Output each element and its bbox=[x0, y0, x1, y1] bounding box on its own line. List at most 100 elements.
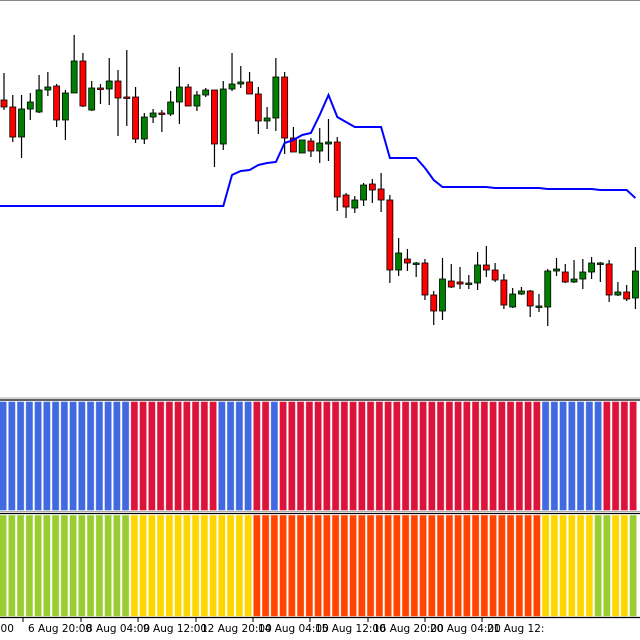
candle bbox=[61, 90, 69, 140]
candle-body bbox=[605, 263, 613, 296]
candle-body bbox=[351, 199, 359, 209]
histogram-bar-orange bbox=[296, 514, 305, 617]
candle bbox=[281, 72, 289, 154]
histogram-bar-blue bbox=[34, 401, 43, 511]
histogram-bar-red bbox=[322, 401, 331, 511]
histogram-bar-blue bbox=[559, 401, 568, 511]
histogram-bar-orange bbox=[252, 514, 261, 617]
candle bbox=[167, 91, 175, 116]
histogram-bar-orange bbox=[287, 514, 296, 617]
candle bbox=[605, 260, 613, 302]
histogram-bar-blue bbox=[104, 401, 113, 511]
candle-body bbox=[0, 99, 8, 108]
histogram-bar-green bbox=[16, 514, 25, 617]
candle bbox=[430, 291, 438, 325]
histogram-bar-red bbox=[174, 401, 183, 511]
candle-body bbox=[395, 252, 403, 271]
candle-body bbox=[246, 81, 253, 95]
candle bbox=[491, 263, 499, 282]
histogram-bar-orange bbox=[497, 514, 506, 617]
candle-body bbox=[281, 76, 289, 139]
x-tick-label: 6 Aug 20:00 bbox=[28, 623, 92, 635]
histogram-bar-yellow bbox=[576, 514, 585, 617]
candle bbox=[447, 264, 455, 288]
candle-body bbox=[211, 89, 218, 145]
candle-body bbox=[316, 142, 324, 152]
candle bbox=[18, 95, 25, 158]
candle bbox=[53, 84, 61, 127]
histogram-bar-yellow bbox=[235, 514, 244, 617]
histogram-bar-orange bbox=[314, 514, 323, 617]
candle-body bbox=[61, 92, 69, 121]
histogram-bar-blue bbox=[51, 401, 60, 511]
histogram-bar-green bbox=[602, 514, 611, 617]
histogram-bar-red bbox=[279, 401, 288, 511]
histogram-bar-blue bbox=[244, 401, 253, 511]
x-tick-label: :00 bbox=[0, 623, 14, 635]
candle bbox=[35, 75, 43, 113]
candle bbox=[333, 137, 341, 211]
candle bbox=[518, 287, 525, 295]
histogram-bar-yellow bbox=[559, 514, 568, 617]
histogram-bar-red bbox=[524, 401, 533, 511]
histogram-bar-blue bbox=[112, 401, 121, 511]
candle bbox=[395, 238, 403, 276]
candle-body bbox=[368, 183, 376, 191]
candle bbox=[404, 249, 411, 271]
histogram-bar-red bbox=[200, 401, 209, 511]
candle-body bbox=[9, 106, 17, 138]
histogram-bar-orange bbox=[357, 514, 366, 617]
candle bbox=[79, 53, 87, 107]
candle-body bbox=[518, 290, 525, 295]
candle-body bbox=[114, 80, 122, 99]
candle-body bbox=[88, 87, 96, 111]
candle bbox=[316, 128, 324, 163]
histogram-bar-red bbox=[497, 401, 506, 511]
histogram-bar-blue bbox=[217, 401, 226, 511]
histogram-bar-blue bbox=[7, 401, 16, 511]
histogram-bar-green bbox=[34, 514, 43, 617]
x-tick-label: 12 Aug 20:00 bbox=[201, 623, 272, 635]
candle bbox=[193, 91, 201, 111]
histogram-bar-red bbox=[191, 401, 200, 511]
candle-body bbox=[79, 60, 87, 107]
candle bbox=[360, 183, 367, 206]
histogram-bar-yellow bbox=[550, 514, 559, 617]
histogram-bar-green bbox=[42, 514, 51, 617]
candle bbox=[535, 294, 543, 312]
candle-body bbox=[290, 137, 297, 153]
x-tick-label: 8 Aug 04:00 bbox=[86, 623, 150, 635]
x-tick-label: 20 Aug 04:00 bbox=[430, 623, 501, 635]
histogram-bar-blue bbox=[235, 401, 244, 511]
histogram-bar-green bbox=[0, 514, 8, 617]
histogram-bar-orange bbox=[419, 514, 428, 617]
histogram-bar-orange bbox=[375, 514, 384, 617]
candle bbox=[412, 262, 420, 277]
histogram-bar-orange bbox=[506, 514, 515, 617]
candle-body bbox=[526, 290, 534, 307]
x-tick-label: 16 Aug 20:00 bbox=[373, 623, 444, 635]
histogram-bar-blue bbox=[121, 401, 130, 511]
histogram-bar-red bbox=[287, 401, 296, 511]
histogram-bar-blue bbox=[60, 401, 69, 511]
candle-body bbox=[105, 80, 113, 90]
histogram-bar-blue bbox=[42, 401, 51, 511]
candle-body bbox=[412, 262, 420, 265]
histogram-bar-red bbox=[349, 401, 358, 511]
candle bbox=[237, 66, 245, 88]
histogram-bar-red bbox=[165, 401, 174, 511]
histogram-bar-green bbox=[95, 514, 104, 617]
candle bbox=[439, 258, 446, 320]
histogram-bar-red bbox=[602, 401, 611, 511]
candle bbox=[456, 267, 464, 289]
candle bbox=[325, 119, 332, 161]
histogram-bar-green bbox=[104, 514, 113, 617]
candle-body bbox=[500, 279, 508, 306]
candle bbox=[228, 53, 236, 91]
histogram-bar-orange bbox=[471, 514, 480, 617]
main-chart-panel bbox=[0, 0, 640, 326]
histogram-bar-red bbox=[532, 401, 541, 511]
histogram-bar-red bbox=[156, 401, 165, 511]
histogram-bar-green bbox=[86, 514, 95, 617]
histogram-bar-yellow bbox=[165, 514, 174, 617]
